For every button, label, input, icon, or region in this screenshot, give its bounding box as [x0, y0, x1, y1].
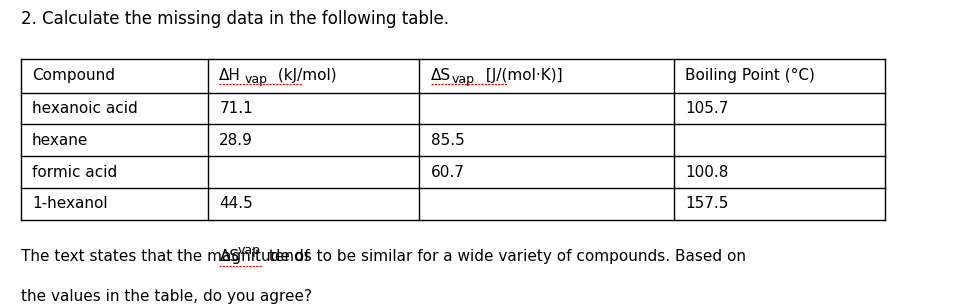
Text: ΔH: ΔH: [220, 69, 242, 84]
Text: 28.9: 28.9: [220, 133, 253, 148]
Text: 2. Calculate the missing data in the following table.: 2. Calculate the missing data in the fol…: [20, 10, 449, 28]
Text: 100.8: 100.8: [685, 165, 728, 180]
Text: ΔS: ΔS: [430, 69, 451, 84]
Text: [J/(mol·K)]: [J/(mol·K)]: [481, 69, 562, 84]
Text: hexanoic acid: hexanoic acid: [32, 101, 138, 116]
Text: vap: vap: [238, 244, 261, 257]
Text: The text states that the magnitude of: The text states that the magnitude of: [20, 249, 314, 264]
Text: formic acid: formic acid: [32, 165, 117, 180]
Text: the values in the table, do you agree?: the values in the table, do you agree?: [20, 289, 312, 304]
Text: 105.7: 105.7: [685, 101, 728, 116]
Text: vap: vap: [245, 73, 268, 86]
Text: tends to be similar for a wide variety of compounds. Based on: tends to be similar for a wide variety o…: [264, 249, 745, 264]
Text: Compound: Compound: [32, 69, 116, 84]
Text: 85.5: 85.5: [430, 133, 464, 148]
Text: hexane: hexane: [32, 133, 89, 148]
Text: ΔS: ΔS: [220, 249, 240, 264]
Text: Boiling Point (°C): Boiling Point (°C): [685, 69, 815, 84]
Text: (kJ/mol): (kJ/mol): [273, 69, 337, 84]
Text: vap: vap: [452, 73, 475, 86]
Text: 157.5: 157.5: [685, 196, 728, 211]
Text: 44.5: 44.5: [220, 196, 253, 211]
Text: 71.1: 71.1: [220, 101, 253, 116]
Text: 60.7: 60.7: [430, 165, 464, 180]
Text: 1-hexanol: 1-hexanol: [32, 196, 108, 211]
